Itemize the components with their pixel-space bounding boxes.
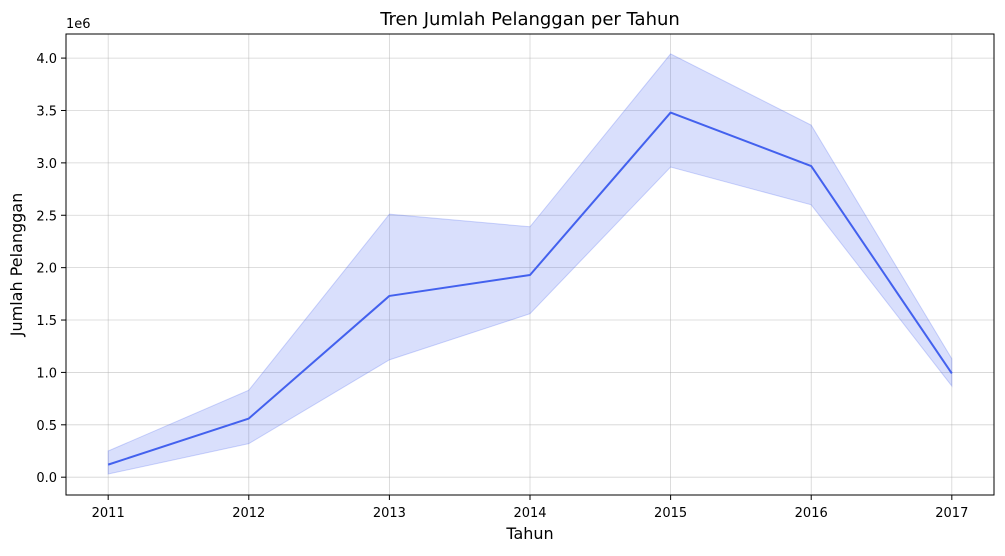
y-tick-label: 4.0 [36, 52, 57, 67]
x-tick-label: 2015 [654, 506, 687, 521]
y-tick-label: 0.0 [36, 471, 57, 486]
x-tick-label: 2013 [373, 506, 406, 521]
y-tick-label: 2.0 [36, 262, 57, 277]
x-tick-label: 2012 [232, 506, 265, 521]
y-axis-offset-label: 1e6 [66, 17, 91, 32]
y-tick-label: 2.5 [36, 209, 57, 224]
y-tick-label: 3.0 [36, 157, 57, 172]
chart-title: Tren Jumlah Pelanggan per Tahun [379, 9, 680, 30]
x-axis-ticks: 2011 2012 2013 2014 2015 2016 2017 [92, 495, 969, 521]
y-tick-label: 1.0 [36, 366, 57, 381]
y-tick-label: 1.5 [36, 314, 57, 329]
x-tick-label: 2011 [92, 506, 125, 521]
y-axis-ticks: 0.0 0.5 1.0 1.5 2.0 2.5 3.0 3.5 4.0 [36, 52, 66, 486]
x-axis-title: Tahun [505, 524, 553, 543]
y-tick-label: 0.5 [36, 419, 57, 434]
x-tick-label: 2014 [513, 506, 546, 521]
x-tick-label: 2017 [935, 506, 968, 521]
y-axis-title: Jumlah Pelanggan [7, 193, 26, 338]
y-tick-label: 3.5 [36, 104, 57, 119]
x-tick-label: 2016 [795, 506, 828, 521]
